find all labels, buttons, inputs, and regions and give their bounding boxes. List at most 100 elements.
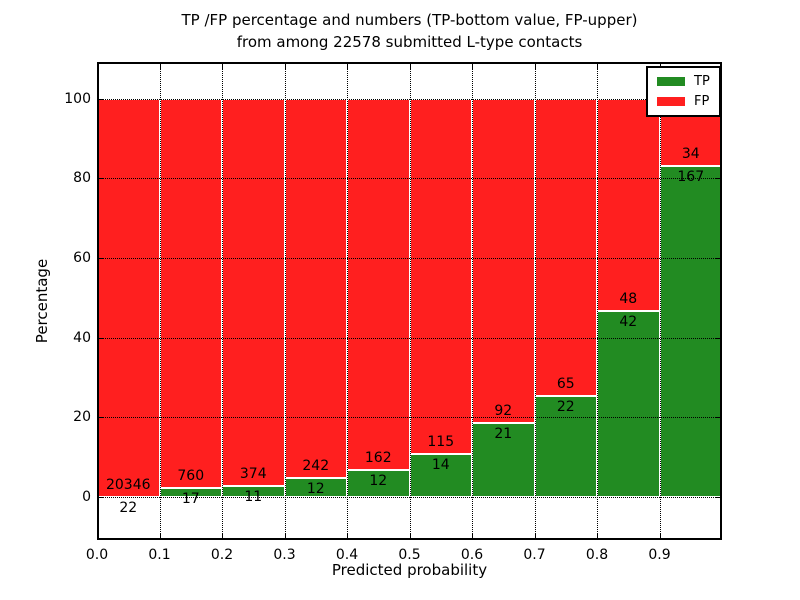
legend-label-tp: TP — [694, 74, 710, 89]
legend-item-tp: TP — [657, 75, 710, 88]
y-tick — [715, 257, 722, 259]
x-tick — [472, 533, 473, 540]
y-tick-label: 20 — [73, 409, 91, 426]
fp-count-label: 48 — [619, 291, 638, 308]
vertical-gridline — [347, 62, 348, 540]
fp-bar-segment — [159, 98, 222, 489]
tp-bar-segment — [597, 311, 660, 497]
x-tick — [97, 533, 98, 540]
fp-bar-segment — [97, 98, 160, 497]
tp-bar-segment — [409, 453, 472, 497]
x-tick — [659, 533, 661, 540]
x-tick-label: 0.2 — [210, 547, 234, 563]
fp-color-swatch — [657, 97, 685, 106]
y-tick — [97, 257, 104, 259]
y-tick — [97, 417, 104, 419]
fp-bar-segment — [409, 98, 472, 454]
tp-count-label: 22 — [119, 499, 138, 516]
x-tick — [159, 62, 161, 69]
y-tick — [715, 337, 722, 339]
x-tick — [597, 533, 598, 540]
tp-bar-segment — [534, 396, 597, 497]
vertical-gridline — [597, 62, 598, 540]
vertical-gridline — [222, 62, 223, 540]
tp-count-label: 21 — [494, 425, 513, 442]
chart-title-line-2: from among 22578 submitted L-type contac… — [236, 33, 583, 51]
x-tick-label: 0.3 — [273, 547, 296, 563]
fp-bar-segment — [472, 98, 535, 423]
tp-count-label: 17 — [181, 491, 200, 508]
x-tick-label: 0.6 — [460, 547, 484, 563]
fp-bar-segment — [347, 98, 410, 470]
x-axis-label: Predicted probability — [331, 561, 488, 579]
chart-title-line-1: TP /FP percentage and numbers (TP-bottom… — [181, 11, 638, 29]
x-tick-label: 0.1 — [148, 547, 171, 563]
y-tick — [715, 417, 722, 419]
vertical-gridline — [159, 62, 161, 540]
tp-count-label: 12 — [306, 481, 325, 498]
plot-area: 20346 22 760 17 374 11 242 12 162 12 115 14 92 21 65 22… — [64, 62, 722, 563]
vertical-gridline — [409, 62, 411, 540]
tp-count-label: 167 — [677, 169, 705, 186]
x-tick — [222, 533, 223, 540]
x-tick — [534, 62, 536, 69]
x-tick-label: 0.9 — [648, 547, 671, 563]
tp-count-label: 14 — [431, 456, 450, 473]
y-tick — [97, 337, 104, 339]
tp-count-label: 12 — [369, 472, 388, 489]
y-tick — [715, 496, 722, 498]
y-tick-label: 80 — [73, 170, 91, 187]
tp-count-label: 42 — [619, 314, 638, 331]
tp-count-label: 22 — [556, 399, 575, 416]
x-tick — [97, 62, 98, 69]
x-tick — [222, 62, 223, 69]
y-tick-label: 100 — [64, 90, 91, 107]
fp-bar-segment — [597, 98, 660, 312]
fp-count-label: 20346 — [105, 476, 151, 493]
x-tick — [347, 62, 348, 69]
tp-color-swatch — [657, 77, 685, 86]
x-tick — [284, 62, 286, 69]
y-tick-label: 40 — [73, 329, 91, 346]
fp-count-label: 34 — [681, 146, 700, 163]
x-tick — [409, 533, 411, 540]
y-tick-label: 60 — [73, 249, 91, 266]
x-tick — [284, 533, 286, 540]
x-tick-label: 0.5 — [398, 547, 421, 563]
x-tick — [472, 62, 473, 69]
legend-label-fp: FP — [694, 94, 710, 109]
tp-bar-segment — [472, 422, 535, 497]
legend-item-fp: FP — [657, 95, 710, 108]
x-tick-label: 0.4 — [335, 547, 359, 563]
x-tick — [347, 533, 348, 540]
fp-count-label: 162 — [364, 449, 392, 466]
y-tick — [97, 178, 104, 180]
fp-count-label: 115 — [427, 433, 455, 450]
y-tick — [715, 178, 722, 180]
x-tick — [409, 62, 411, 69]
tp-count-label: 11 — [244, 488, 263, 505]
y-tick-label: 0 — [82, 488, 91, 505]
fp-bar-segment — [222, 98, 285, 486]
y-tick — [97, 496, 104, 498]
chart-title: TP /FP percentage and numbers (TP-bottom… — [97, 9, 722, 53]
vertical-gridline — [659, 62, 661, 540]
vertical-gridline — [534, 62, 536, 540]
vertical-gridline — [97, 62, 98, 540]
x-tick — [534, 533, 536, 540]
fp-count-label: 760 — [177, 468, 205, 485]
fp-bar-segment — [534, 98, 597, 397]
x-tick-label: 0.8 — [585, 547, 609, 563]
fp-count-label: 92 — [494, 402, 513, 419]
fp-count-label: 65 — [556, 376, 575, 393]
fp-bar-segment — [284, 98, 347, 479]
fp-count-label: 374 — [239, 465, 267, 482]
vertical-gridline — [284, 62, 286, 540]
y-tick — [97, 98, 104, 100]
x-tick — [597, 62, 598, 69]
fp-count-label: 242 — [302, 458, 330, 475]
x-tick — [659, 62, 661, 69]
tp-bar-segment — [659, 166, 722, 497]
vertical-gridline — [472, 62, 473, 540]
